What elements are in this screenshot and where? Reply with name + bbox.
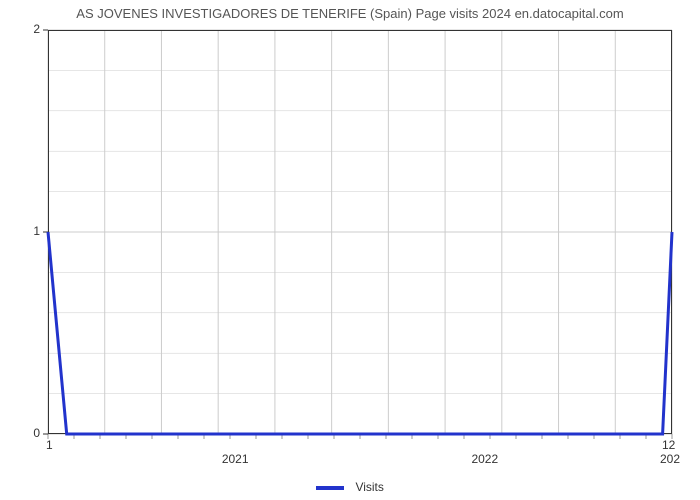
legend-swatch (316, 486, 344, 490)
x-major-label: 2022 (465, 452, 505, 466)
chart-title: AS JOVENES INVESTIGADORES DE TENERIFE (S… (0, 6, 700, 21)
plot-area (48, 30, 672, 434)
legend-label: Visits (355, 480, 383, 494)
y-tick-label: 2 (10, 22, 40, 36)
corner-bottom-left-label: 1 (46, 438, 53, 452)
y-tick-label: 1 (10, 224, 40, 238)
chart-svg (48, 30, 672, 434)
legend: Visits (0, 480, 700, 494)
y-tick-label: 0 (10, 426, 40, 440)
corner-bottom-right-label: 12 (662, 438, 675, 452)
x-major-label-clipped: 202 (660, 452, 690, 466)
x-major-label: 2021 (215, 452, 255, 466)
